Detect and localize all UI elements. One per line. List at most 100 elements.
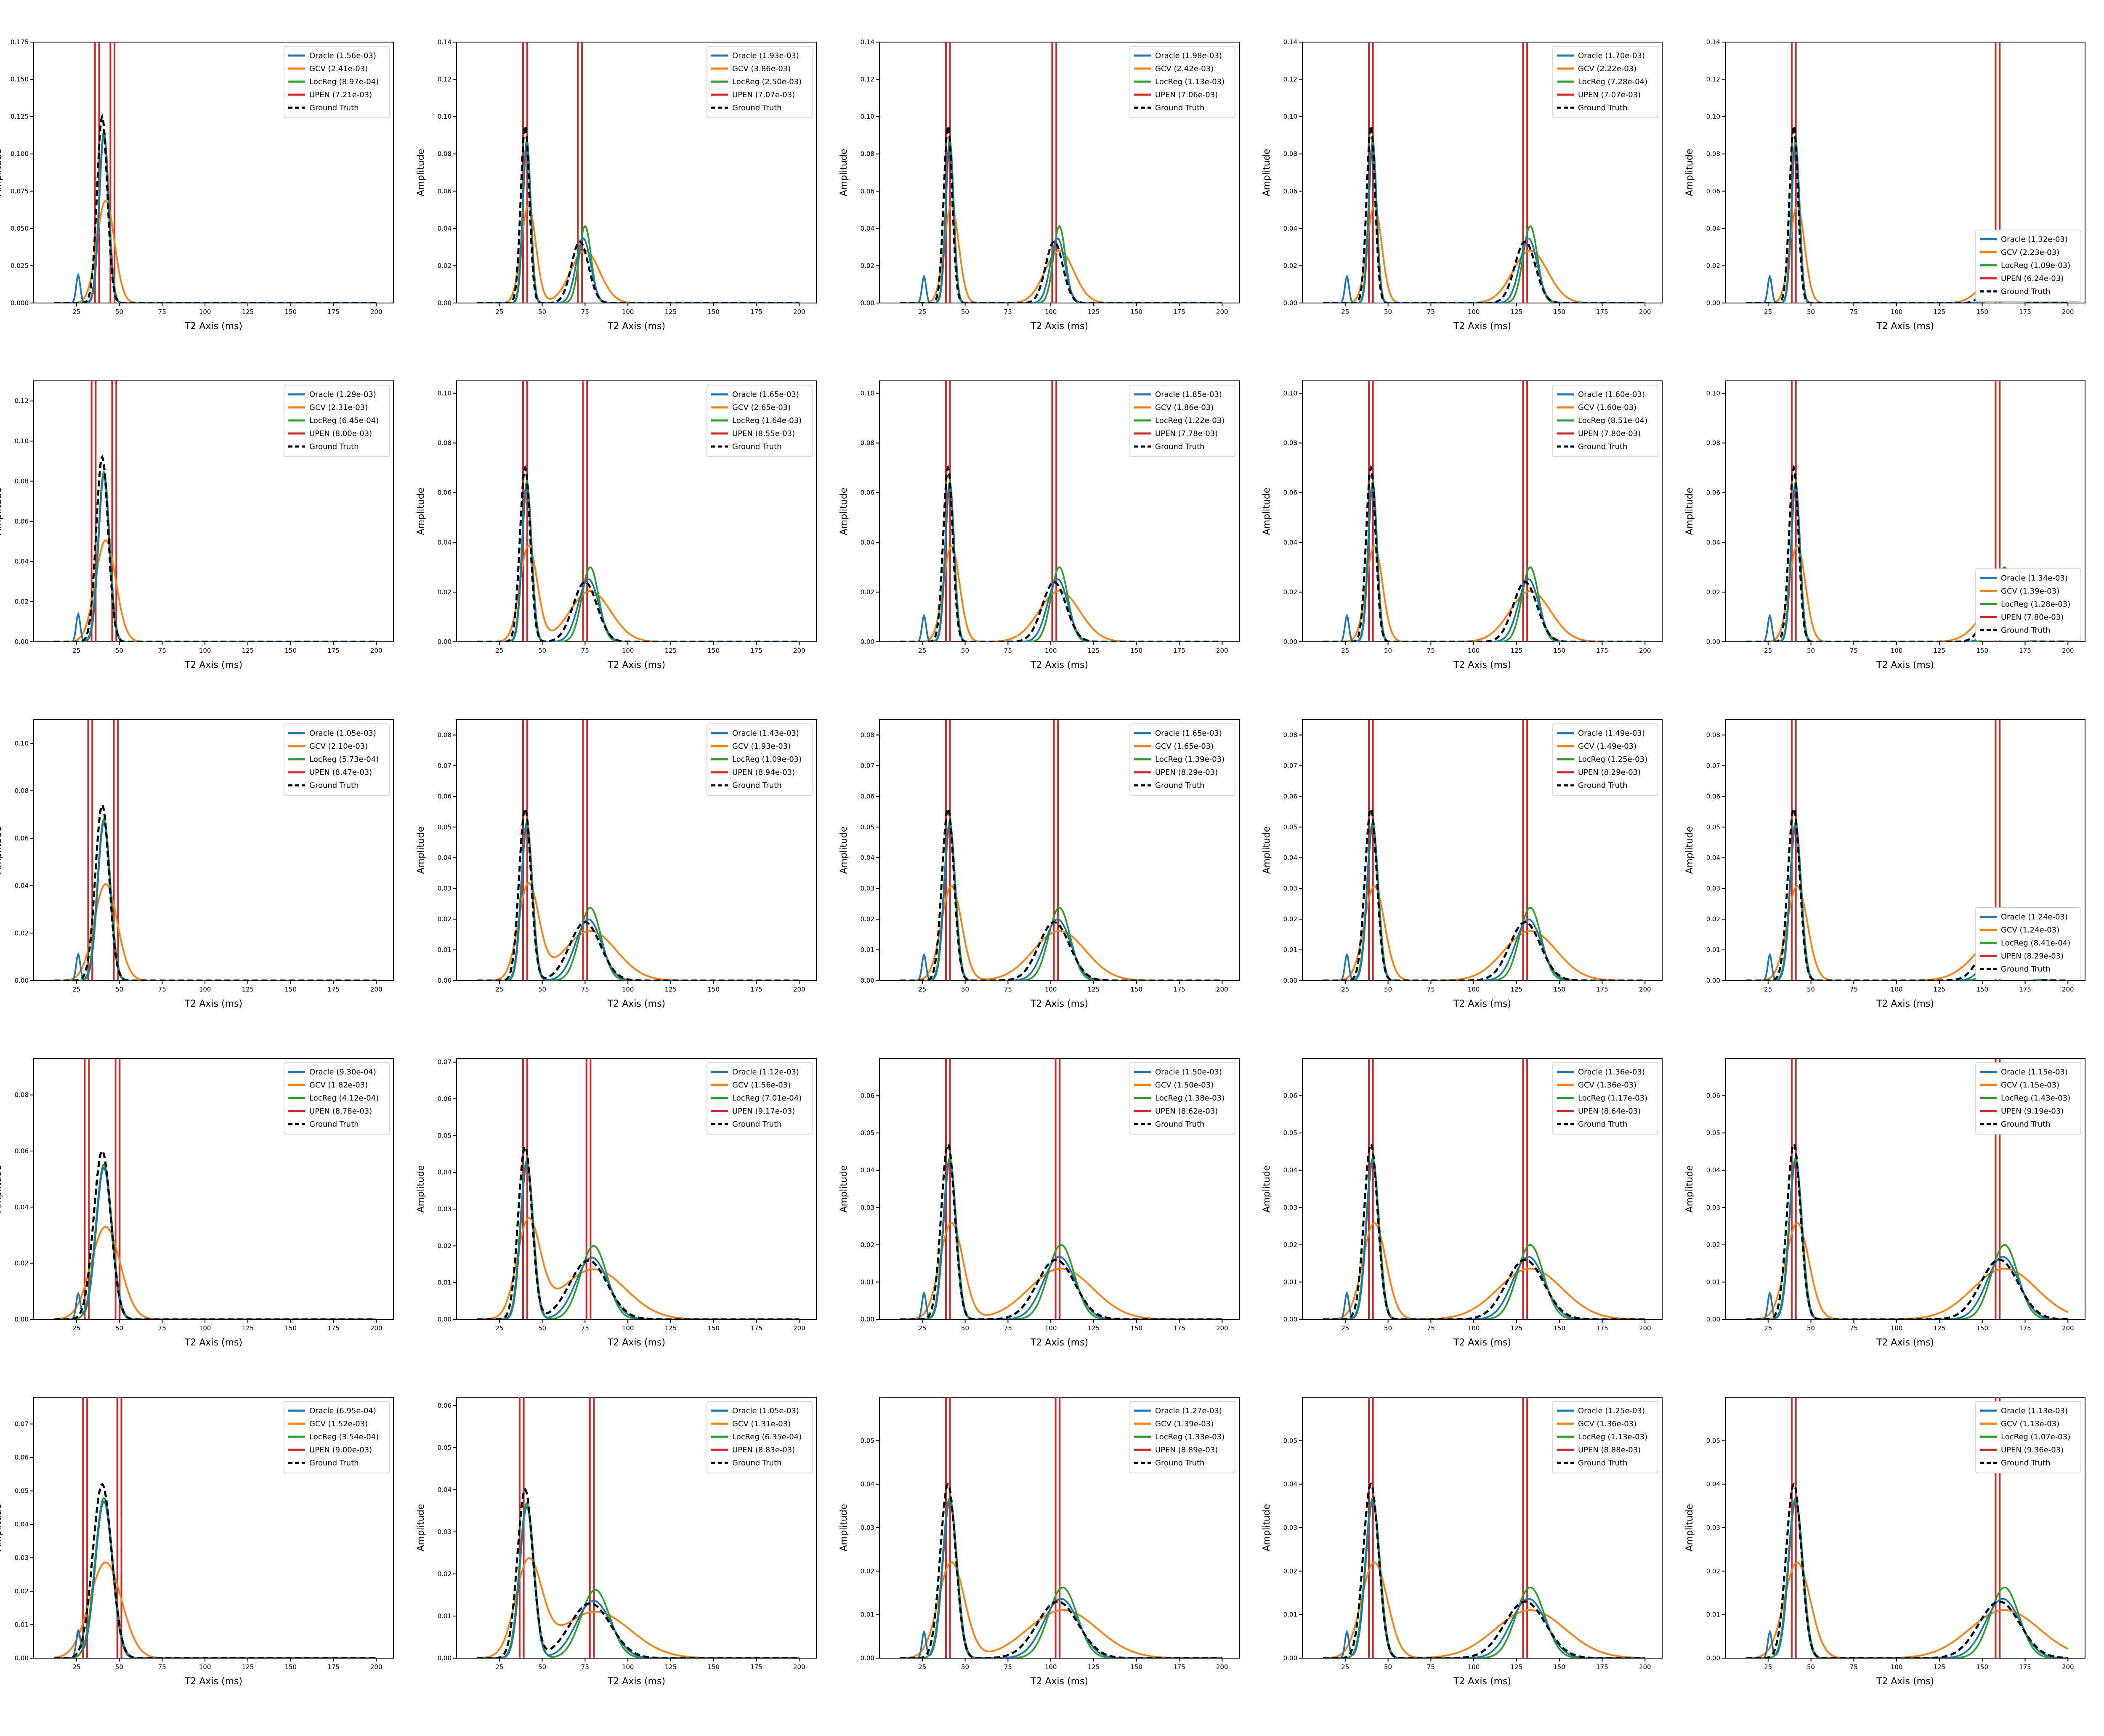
x-tick-label: 125 — [1934, 1324, 1946, 1332]
legend-label: LocReg (1.13e-03) — [1155, 77, 1225, 86]
y-tick-label: 0.05 — [438, 823, 452, 831]
legend: Oracle (1.13e-03) GCV (1.13e-03) LocReg (1… — [1975, 1401, 2081, 1473]
legend-label: Oracle (1.93e-03) — [732, 51, 799, 60]
legend-label: Oracle (1.12e-03) — [732, 1068, 799, 1077]
x-axis-title: T2 Axis (ms) — [1876, 321, 1934, 332]
y-tick-label: 0.01 — [438, 1612, 452, 1620]
x-axis-title: T2 Axis (ms) — [1453, 999, 1511, 1009]
legend-box — [284, 46, 390, 118]
x-tick-label: 75 — [1850, 1663, 1858, 1671]
x-tick-label: 25 — [72, 647, 80, 654]
y-tick-label: 0.04 — [1283, 1167, 1297, 1174]
x-tick-label: 125 — [1088, 1324, 1100, 1332]
y-tick-label: 0.08 — [438, 731, 452, 739]
x-tick-label: 100 — [199, 1663, 211, 1671]
y-tick-label: 0.01 — [438, 946, 452, 954]
x-tick-label: 175 — [1596, 1324, 1608, 1332]
x-tick-label: 50 — [961, 1663, 969, 1671]
y-tick-label: 0.04 — [861, 1167, 874, 1174]
legend-label: GCV (1.65e-03) — [1155, 742, 1214, 751]
subplot-r0-c0: 0.000 0.025 0.050 0.075 0.100 0.125 0.150 0.175… — [0, 38, 394, 332]
y-tick-label: 0.02 — [1706, 262, 1720, 269]
y-axis-title: Amplitude — [1684, 827, 1695, 874]
legend-label: GCV (2.42e-03) — [1155, 64, 1214, 73]
x-tick-label: 50 — [1384, 1663, 1392, 1671]
y-tick-label: 0.06 — [438, 1095, 452, 1103]
x-axis-title: T2 Axis (ms) — [1453, 321, 1511, 332]
legend-label: Ground Truth — [1578, 442, 1628, 451]
x-tick-label: 125 — [1088, 1663, 1100, 1671]
gcv-series-line — [54, 199, 377, 303]
legend-label: UPEN (7.07e-03) — [732, 90, 795, 99]
x-tick-label: 50 — [1384, 308, 1392, 316]
x-tick-label: 50 — [538, 308, 546, 316]
legend: Oracle (1.93e-03) GCV (3.86e-03) LocReg (2… — [707, 46, 813, 118]
oracle-series-line — [54, 1500, 377, 1658]
x-tick-label: 50 — [1384, 986, 1392, 993]
x-tick-label: 25 — [918, 1324, 926, 1332]
legend: Oracle (1.98e-03) GCV (2.42e-03) LocReg (1… — [1129, 46, 1235, 118]
oracle-series-line — [1745, 1500, 2068, 1658]
y-tick-label: 0.08 — [15, 787, 29, 795]
x-tick-label: 75 — [1427, 986, 1435, 993]
legend-box — [284, 385, 390, 457]
x-tick-label: 175 — [1596, 1663, 1608, 1671]
y-tick-label: 0.00 — [15, 1316, 29, 1323]
y-tick-label: 0.00 — [1706, 299, 1720, 307]
locreg-series-line — [1745, 1497, 2068, 1658]
y-tick-label: 0.025 — [11, 262, 29, 269]
x-tick-label: 175 — [2019, 308, 2031, 316]
gcv-series-line — [1323, 545, 1645, 642]
x-tick-label: 75 — [158, 308, 166, 316]
y-tick-label: 0.00 — [861, 977, 874, 984]
legend-box — [1552, 46, 1658, 118]
y-tick-label: 0.00 — [1706, 977, 1720, 984]
subplot-r1-c4: 0.00 0.02 0.04 0.06 0.08 0.10 25 50 75 100 125 150 1… — [1684, 380, 2085, 670]
legend-label: LocReg (7.01e-04) — [732, 1094, 802, 1103]
x-tick-label: 50 — [961, 308, 969, 316]
x-axis-title: T2 Axis (ms) — [607, 1337, 665, 1348]
oracle-series-line — [1323, 482, 1645, 642]
x-tick-label: 175 — [750, 1324, 762, 1332]
gcv-series-line — [477, 204, 800, 303]
subplot-r4-c4: 0.00 0.01 0.02 0.03 0.04 0.05 25 50 75 100 125 150 1… — [1684, 1397, 2085, 1687]
y-tick-label: 0.125 — [11, 113, 29, 120]
y-tick-label: 0.00 — [438, 638, 452, 646]
legend-label: LocReg (1.17e-03) — [1578, 1094, 1647, 1103]
x-tick-label: 150 — [284, 1324, 297, 1332]
legend-label: Oracle (1.70e-03) — [1578, 51, 1645, 60]
y-tick-label: 0.08 — [1283, 150, 1297, 158]
x-tick-label: 175 — [1173, 1324, 1185, 1332]
y-tick-label: 0.00 — [861, 1654, 874, 1662]
legend-label: Oracle (1.56e-03) — [309, 51, 376, 60]
subplot-r4-c0: 0.00 0.01 0.02 0.03 0.04 0.05 0.06 0.07 25 50 75 10… — [0, 1397, 394, 1687]
gcv-series-line — [1323, 1561, 1645, 1658]
y-axis-title: Amplitude — [416, 1165, 426, 1213]
y-tick-label: 0.08 — [1283, 731, 1297, 739]
x-tick-label: 75 — [1427, 647, 1435, 654]
oracle-series-line — [1323, 143, 1645, 303]
legend-box — [1129, 46, 1235, 118]
legend: Oracle (1.49e-03) GCV (1.49e-03) LocReg (1… — [1552, 723, 1658, 796]
y-tick-label: 0.07 — [861, 762, 874, 769]
x-tick-label: 25 — [495, 647, 503, 654]
x-tick-label: 100 — [1045, 308, 1057, 316]
x-tick-label: 100 — [622, 1663, 634, 1671]
legend-label: Ground Truth — [732, 442, 782, 451]
y-tick-label: 0.03 — [1706, 885, 1720, 892]
y-tick-label: 0.12 — [861, 76, 874, 83]
x-tick-label: 100 — [1891, 647, 1903, 654]
legend-label: LocReg (4.12e-04) — [309, 1094, 379, 1103]
x-tick-label: 75 — [1850, 308, 1858, 316]
x-tick-label: 200 — [1639, 1324, 1651, 1332]
legend-label: UPEN (9.17e-03) — [732, 1107, 795, 1116]
x-tick-label: 200 — [370, 647, 383, 654]
y-tick-label: 0.00 — [1283, 638, 1297, 646]
subplot-r4-c1: 0.00 0.01 0.02 0.03 0.04 0.05 0.06 25 50 75 100 125… — [416, 1397, 817, 1687]
x-tick-label: 175 — [1173, 647, 1185, 654]
y-tick-label: 0.04 — [438, 539, 452, 546]
y-tick-label: 0.14 — [438, 38, 452, 46]
y-axis-title: Amplitude — [0, 488, 3, 535]
y-tick-label: 0.05 — [1283, 1129, 1297, 1137]
x-tick-label: 100 — [1045, 1663, 1057, 1671]
